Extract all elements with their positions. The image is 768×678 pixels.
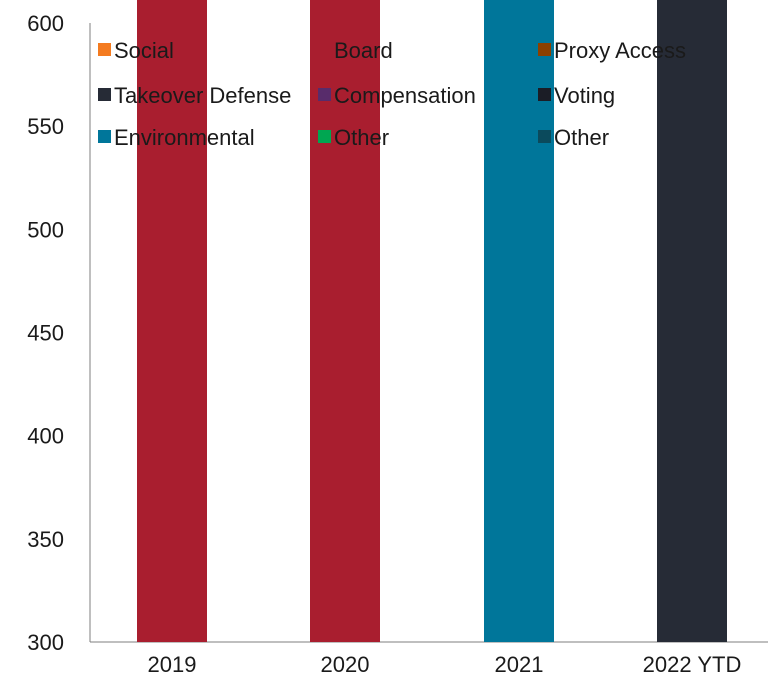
legend-label: Takeover Defense xyxy=(114,83,291,108)
x-tick-label: 2022 YTD xyxy=(643,652,742,677)
bar-segment-board xyxy=(310,0,380,643)
legend-swatch xyxy=(538,88,551,101)
legend-item: Other xyxy=(318,125,389,150)
legend-swatch xyxy=(318,130,331,143)
bar-segment-board xyxy=(137,0,207,643)
y-tick-label: 300 xyxy=(27,630,64,655)
bar-stacks xyxy=(137,0,727,643)
legend-label: Other xyxy=(554,125,609,150)
y-tick-label: 400 xyxy=(27,424,64,449)
legend-item: Takeover Defense xyxy=(98,83,291,108)
legend-label: Environmental xyxy=(114,125,255,150)
legend-swatch xyxy=(318,43,331,56)
bar-segment-takeover-defense xyxy=(657,0,727,643)
legend-swatch xyxy=(538,43,551,56)
legend-label: Social xyxy=(114,38,174,63)
legend-swatch xyxy=(98,43,111,56)
x-tick-label: 2019 xyxy=(148,652,197,677)
legend-label: Compensation xyxy=(334,83,476,108)
legend-item: Compensation xyxy=(318,83,476,108)
y-tick-label: 450 xyxy=(27,321,64,346)
legend-item: Environmental xyxy=(98,125,255,150)
legend-item: Other xyxy=(538,125,609,150)
x-tick-label: 2021 xyxy=(495,652,544,677)
x-tick-label: 2020 xyxy=(321,652,370,677)
y-tick-label: 600 xyxy=(27,11,64,36)
legend-swatch xyxy=(98,88,111,101)
legend-label: Board xyxy=(334,38,393,63)
y-tick-label: 500 xyxy=(27,217,64,242)
y-tick-label: 350 xyxy=(27,527,64,552)
legend-label: Other xyxy=(334,125,389,150)
legend-item: Proxy Access xyxy=(538,38,686,63)
legend-label: Voting xyxy=(554,83,615,108)
legend-swatch xyxy=(98,130,111,143)
legend-item: Social xyxy=(98,38,174,63)
legend-item: Voting xyxy=(538,83,615,108)
legend: Social Takeover Defense Environmental Board… xyxy=(98,38,686,150)
legend-swatch xyxy=(538,130,551,143)
bar-segment-environmental xyxy=(484,0,554,642)
y-tick-label: 550 xyxy=(27,114,64,139)
x-tick-labels: 2019 2020 2021 2022 YTD xyxy=(148,652,742,677)
legend-swatch xyxy=(318,88,331,101)
legend-label: Proxy Access xyxy=(554,38,686,63)
y-tick-labels: 300 350 400 450 500 550 600 xyxy=(27,11,64,655)
legend-item: Board xyxy=(318,38,393,63)
